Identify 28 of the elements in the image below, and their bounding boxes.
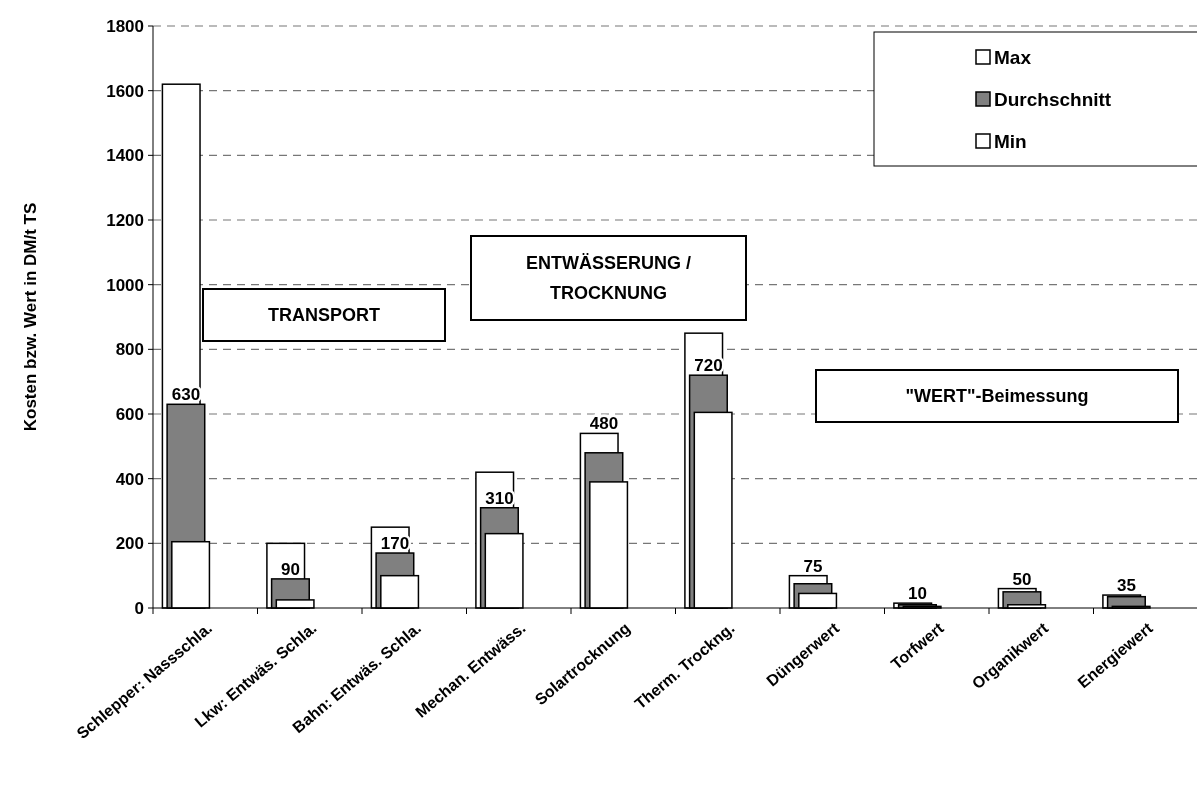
y-tick-label: 800 (115, 340, 144, 360)
y-axis-title: Kosten bzw. Wert in DM/t TS (21, 202, 40, 432)
legend-label: Durchschnitt (994, 89, 1112, 110)
data-label: 480 (589, 414, 619, 434)
y-tick-label: 1200 (106, 211, 144, 230)
legend-label: Max (994, 47, 1032, 68)
annotation: TRANSPORT (268, 305, 380, 325)
annotation: "WERT"-Beimessung (905, 386, 1089, 406)
y-tick-label: 0 (134, 599, 144, 618)
legend-label: Min (994, 131, 1027, 152)
y-tick-label: 200 (115, 534, 144, 554)
annotation: ENTWÄSSERUNG / TROCKNUNG (525, 253, 692, 303)
data-label: 35 (1116, 576, 1136, 596)
y-tick-label: 1600 (106, 81, 144, 101)
data-label: 90 (280, 559, 300, 579)
data-label: 310 (485, 488, 514, 508)
text-box: TRANSPORT (202, 288, 446, 342)
y-tick-label: 1800 (106, 17, 144, 36)
data-label: 720 (694, 356, 723, 376)
y-tick-label: 400 (115, 469, 144, 489)
text-box: "WERT"-Beimessung (815, 369, 1179, 423)
y-tick-label: 1000 (106, 275, 144, 295)
y-tick-label: 1400 (106, 146, 144, 166)
y-tick-label: 600 (115, 405, 144, 424)
data-label: 10 (907, 584, 927, 604)
data-label: 50 (1012, 569, 1032, 589)
data-label: 75 (803, 556, 823, 576)
text-box: ENTWÄSSERUNG / TROCKNUNG (470, 235, 747, 321)
